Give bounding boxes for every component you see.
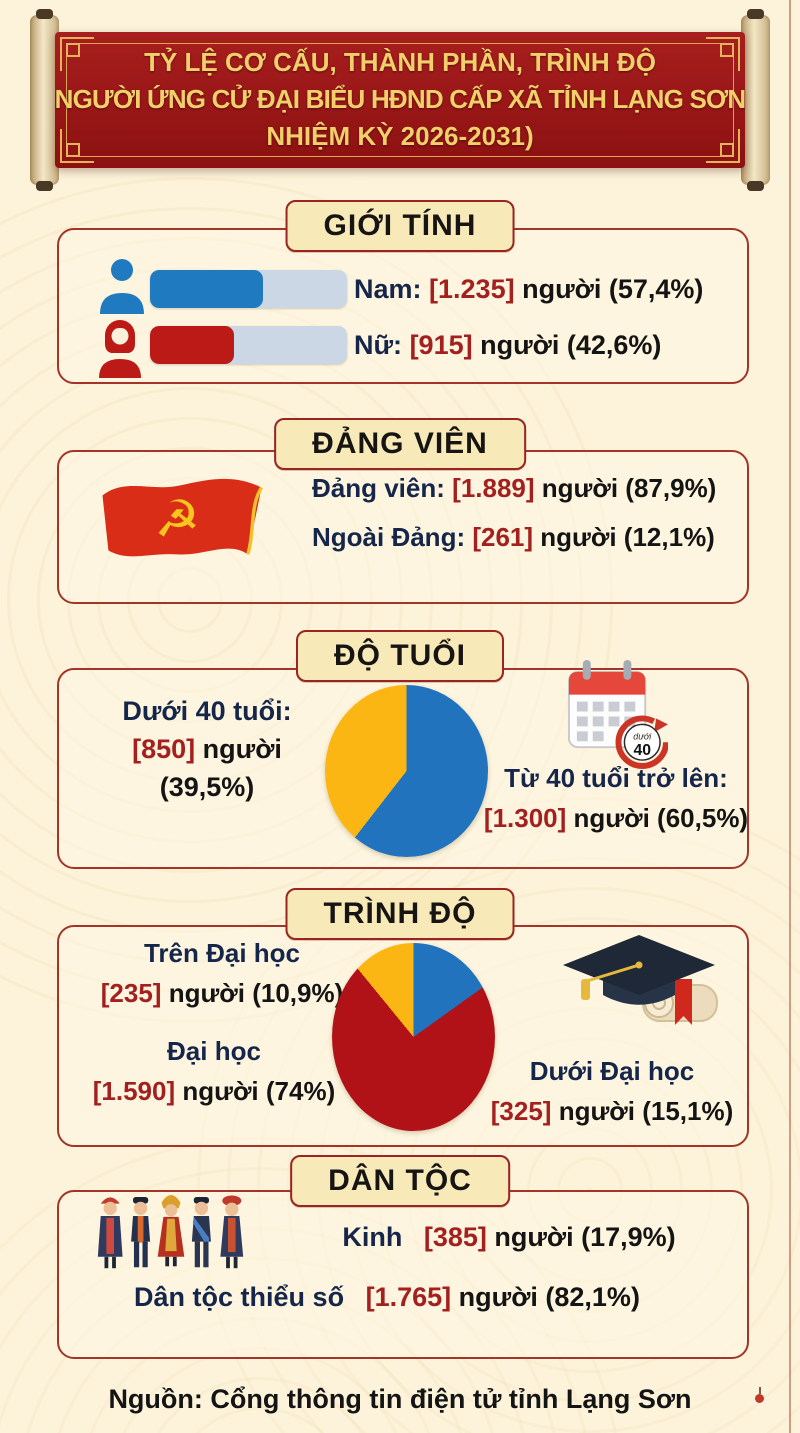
corner-ornament xyxy=(706,37,740,71)
party-nonmember-label: Ngoài Đảng: xyxy=(312,522,466,552)
edu-below-value-line: [325] người (15,1%) xyxy=(457,1091,767,1131)
title-line-1: TỶ LỆ CƠ CẤU, THÀNH PHẦN, TRÌNH ĐỘ xyxy=(144,47,656,78)
corner-ornament xyxy=(706,129,740,163)
male-stat-line: Nam: [1.235] người (57,4%) xyxy=(354,270,703,308)
section-age: Dưới 40 tuổi: [850] người (39,5%) dưới xyxy=(57,660,749,869)
party-member-label: Đảng viên: xyxy=(312,473,445,503)
male-label: Nam: xyxy=(354,274,422,304)
age-under40-value: [850] xyxy=(132,734,196,764)
education-pie-chart xyxy=(332,943,495,1131)
title-line-2: NGƯỜI ỨNG CỬ ĐẠI BIỂU HĐND CẤP XÃ TỈNH L… xyxy=(54,84,746,115)
section-header-age: ĐỘ TUỔI xyxy=(296,630,504,682)
tassel-dot-decoration xyxy=(755,1387,764,1403)
banner-body: TỶ LỆ CƠ CẤU, THÀNH PHẦN, TRÌNH ĐỘ NGƯỜI… xyxy=(54,32,746,168)
ethnic-costumes-illustration xyxy=(97,1195,244,1269)
edu-below-suffix: người (15,1%) xyxy=(558,1096,734,1126)
male-bar-fill xyxy=(150,270,264,308)
edu-below-block: Dưới Đại học [325] người (15,1%) xyxy=(457,1051,767,1131)
age-over40-value: [1.300] xyxy=(483,803,567,833)
ethnicity-kinh-suffix: người (17,9%) xyxy=(494,1222,676,1252)
party-member-value: [1.889] xyxy=(452,473,535,503)
source-note: Nguồn: Cổng thông tin điện tử tỉnh Lạng … xyxy=(108,1384,692,1414)
ethnicity-kinh-label: Kinh xyxy=(342,1222,403,1252)
edu-university-value: [1.590] xyxy=(92,1076,176,1106)
edu-below-value: [325] xyxy=(490,1096,552,1126)
edu-above-label: Trên Đại học xyxy=(143,938,301,968)
section-header-ethnicity: DÂN TỘC xyxy=(290,1155,510,1207)
female-suffix: người (42,6%) xyxy=(480,330,662,360)
section-header-gender: GIỚI TÍNH xyxy=(285,200,515,252)
page-title: TỶ LỆ CƠ CẤU, THÀNH PHẦN, TRÌNH ĐỘ NGƯỜI… xyxy=(54,32,746,168)
ethnicity-minority-suffix: người (82,1%) xyxy=(458,1282,640,1312)
title-line-3: NHIỆM KỲ 2026-2031) xyxy=(266,120,534,151)
female-stat-line: Nữ: [915] người (42,6%) xyxy=(354,326,661,364)
ethnicity-minority-value: [1.765] xyxy=(365,1282,452,1312)
calendar-icon: dưới 40 xyxy=(567,660,668,769)
edu-university-value-line: [1.590] người (74%) xyxy=(69,1071,359,1111)
banner-gold-frame xyxy=(66,43,734,157)
scroll-roll-left xyxy=(30,9,59,191)
age-over40-label: Từ 40 tuổi trở lên: xyxy=(504,763,728,793)
section-gender: Nam: [1.235] người (57,4%) Nữ: [915] ngư… xyxy=(57,228,749,384)
edu-university-suffix: người (74%) xyxy=(182,1076,336,1106)
party-nonmember-line: Ngoài Đảng: [261] người (12,1%) xyxy=(312,518,715,556)
age-over40-value-line: [1.300] người (60,5%) xyxy=(451,798,781,838)
section-header-education: TRÌNH ĐỘ xyxy=(285,888,515,940)
female-value: [915] xyxy=(409,330,473,360)
party-nonmember-value: [261] xyxy=(472,522,534,552)
age-under40-block: Dưới 40 tuổi: [850] người (39,5%) xyxy=(91,692,323,806)
male-user-icon xyxy=(100,259,144,314)
party-member-line: Đảng viên: [1.889] người (87,9%) xyxy=(312,469,716,507)
female-user-icon xyxy=(99,320,141,378)
edu-above-block: Trên Đại học [235] người (10,9%) xyxy=(82,933,362,1013)
under-40-badge: dưới 40 xyxy=(615,715,668,769)
age-under40-percent: (39,5%) xyxy=(159,772,255,802)
age-under40-value-line: [850] người xyxy=(91,730,323,768)
male-bar-track xyxy=(150,270,347,308)
ethnicity-minority-label: Dân tộc thiểu số xyxy=(134,1282,345,1312)
title-banner: TỶ LỆ CƠ CẤU, THÀNH PHẦN, TRÌNH ĐỘ NGƯỜI… xyxy=(30,9,770,191)
scroll-roll-right xyxy=(741,9,770,191)
age-over40-suffix: người (60,5%) xyxy=(573,803,749,833)
age-pie-chart xyxy=(325,685,488,857)
svg-text:dưới: dưới xyxy=(633,731,652,741)
male-value: [1.235] xyxy=(429,274,515,304)
svg-text:40: 40 xyxy=(633,742,651,759)
party-nonmember-suffix: người (12,1%) xyxy=(540,522,715,552)
edu-above-value: [235] xyxy=(100,978,162,1008)
section-education: Trên Đại học [235] người (10,9%) Đại học… xyxy=(57,925,749,1147)
age-under40-unit: người xyxy=(202,734,282,764)
corner-ornament xyxy=(60,129,94,163)
ethnicity-minority-line: Dân tộc thiểu số [1.765] người (82,1%) xyxy=(79,1278,695,1316)
right-edge-line-decoration xyxy=(789,0,791,1433)
section-header-party: ĐẢNG VIÊN xyxy=(274,418,526,470)
age-over40-block: Từ 40 tuổi trở lên: [1.300] người (60,5%… xyxy=(451,758,781,838)
section-ethnicity: Kinh [385] người (17,9%) Dân tộc thiểu s… xyxy=(57,1190,749,1359)
svg-text:☭: ☭ xyxy=(154,491,200,550)
party-flag-icon: ☭ xyxy=(102,478,264,557)
male-suffix: người (57,4%) xyxy=(522,274,704,304)
section-party: ☭ Đảng viên: [1.889] người (87,9%) Ngoài… xyxy=(57,450,749,604)
ethnicity-kinh-line: Kinh [385] người (17,9%) xyxy=(309,1218,709,1256)
edu-university-label: Đại học xyxy=(167,1036,261,1066)
female-bar-fill xyxy=(150,326,234,364)
female-label: Nữ: xyxy=(354,330,403,360)
edu-university-block: Đại học [1.590] người (74%) xyxy=(69,1031,359,1111)
edu-above-suffix: người (10,9%) xyxy=(168,978,344,1008)
female-bar-track xyxy=(150,326,347,364)
age-under40-label: Dưới 40 tuổi: xyxy=(122,696,292,726)
graduation-cap-icon xyxy=(563,935,718,1025)
party-member-suffix: người (87,9%) xyxy=(541,473,717,503)
edu-below-label: Dưới Đại học xyxy=(529,1056,695,1086)
edu-above-value-line: [235] người (10,9%) xyxy=(82,973,362,1013)
ethnicity-kinh-value: [385] xyxy=(423,1222,487,1252)
corner-ornament xyxy=(60,37,94,71)
